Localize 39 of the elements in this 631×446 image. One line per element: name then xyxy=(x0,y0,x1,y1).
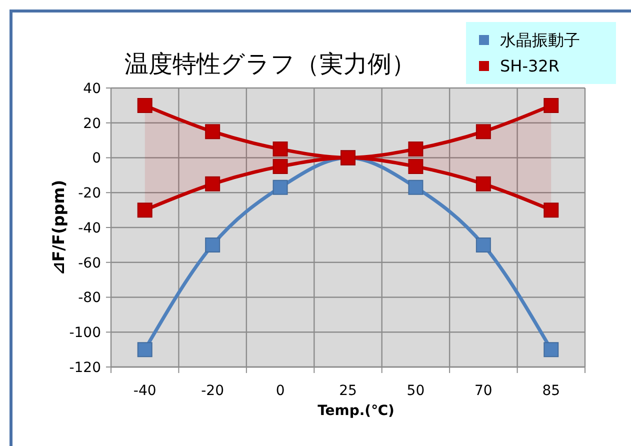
x-axis-title: Temp.(℃) xyxy=(318,403,394,419)
point xyxy=(544,202,559,218)
y-tick-label: -120 xyxy=(69,360,101,376)
point xyxy=(137,202,152,218)
x-tick-label: -40 xyxy=(133,383,156,399)
point xyxy=(544,98,559,113)
point xyxy=(205,176,220,192)
point xyxy=(476,237,491,252)
x-tick-label: 0 xyxy=(276,383,285,399)
point xyxy=(205,124,220,140)
x-tick-label: 85 xyxy=(542,383,560,399)
y-tick-label: -40 xyxy=(78,220,101,236)
y-tick-label: -100 xyxy=(69,325,101,342)
point xyxy=(205,237,220,252)
x-tick-label: 50 xyxy=(406,383,425,399)
point xyxy=(408,158,424,174)
x-tick-label: 70 xyxy=(474,383,492,399)
point xyxy=(544,342,559,358)
y-axis-title: ⊿F/F(ppm) xyxy=(49,180,68,276)
point xyxy=(272,158,288,174)
x-tick-label: 25 xyxy=(339,383,357,399)
y-tick-label: -80 xyxy=(78,290,101,306)
y-tick-label: -20 xyxy=(78,186,101,202)
point xyxy=(272,180,288,195)
chart-title: 温度特性グラフ（実力例） xyxy=(124,50,416,78)
point xyxy=(137,342,152,358)
point xyxy=(408,180,424,195)
y-tick-label: 20 xyxy=(83,116,101,132)
y-tick-label: -60 xyxy=(78,255,101,272)
legend-label: SH-32R xyxy=(500,56,560,76)
legend-label: 水晶振動子 xyxy=(500,30,580,50)
point xyxy=(476,176,491,192)
point xyxy=(476,124,491,140)
x-tick-label: -20 xyxy=(201,383,224,399)
point xyxy=(408,142,424,157)
point xyxy=(137,98,152,113)
point xyxy=(272,142,288,157)
y-tick-label: 0 xyxy=(92,150,101,167)
y-tick-label: 40 xyxy=(83,80,101,97)
